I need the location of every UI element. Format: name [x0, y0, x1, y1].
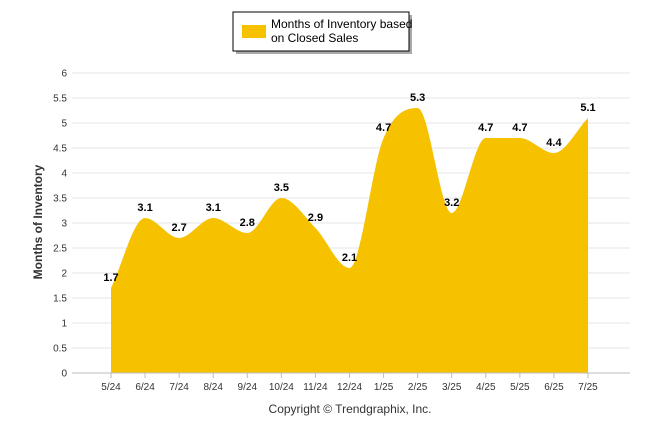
legend: Months of Inventory based on Closed Sale…	[232, 11, 412, 54]
data-label: 3.1	[206, 202, 221, 214]
y-tick-label: 1.5	[53, 294, 67, 305]
data-labels: 1.7 3.1 2.7 3.1 2.8 3.5 2.9 2.1 4.7 5.3 3.2 4.7 4.7 4…	[103, 92, 595, 284]
x-tick-label: 7/25	[578, 382, 598, 393]
y-tick-label: 2.5	[53, 244, 67, 255]
y-tick-label: 3.5	[53, 194, 67, 205]
y-tick-label: 3	[61, 219, 67, 230]
x-tick-label: 6/24	[135, 382, 155, 393]
y-tick-label: 0	[61, 369, 67, 380]
data-label: 4.7	[376, 122, 391, 134]
x-tick-label: 2/25	[408, 382, 428, 393]
legend-swatch	[242, 25, 266, 38]
x-tick-label: 9/24	[238, 382, 258, 393]
data-label: 2.1	[342, 252, 357, 264]
x-tick-label: 4/25	[476, 382, 496, 393]
x-tick-label: 8/24	[203, 382, 223, 393]
x-tick-label: 6/25	[544, 382, 564, 393]
data-label: 2.7	[171, 222, 186, 234]
x-tick-label: 1/25	[374, 382, 394, 393]
y-tick-label: 5.5	[53, 94, 67, 105]
y-tick-label: 4.5	[53, 144, 67, 155]
data-label: 3.5	[274, 182, 289, 194]
data-label: 4.4	[546, 137, 562, 149]
data-label: 4.7	[512, 122, 527, 134]
data-label: 2.9	[308, 212, 323, 224]
data-label: 1.7	[103, 272, 118, 284]
data-label: 5.3	[410, 92, 425, 104]
x-tick-label: 11/24	[303, 382, 328, 393]
data-label: 4.7	[478, 122, 493, 134]
x-tick-label: 10/24	[269, 382, 294, 393]
x-tick-label: 5/24	[101, 382, 121, 393]
x-tick-label: 5/25	[510, 382, 530, 393]
y-tick-label: 5	[61, 119, 67, 130]
x-tick-label: 7/24	[169, 382, 189, 393]
legend-line-1: Months of Inventory based	[271, 17, 412, 31]
data-label: 5.1	[580, 102, 595, 114]
x-axis-ticks: 5/24 6/24 7/24 8/24 9/24 10/24 11/24 12/24 1/25 2…	[101, 373, 598, 393]
y-axis-ticks: 0 0.5 1 1.5 2 2.5 3 3.5 4 4.5 5 5.5 6	[53, 69, 67, 380]
data-label: 3.1	[137, 202, 152, 214]
y-axis-label: Months of Inventory	[31, 164, 45, 279]
x-tick-label: 3/25	[442, 382, 462, 393]
y-tick-label: 2	[61, 269, 67, 280]
y-tick-label: 6	[61, 69, 67, 80]
legend-line-2: on Closed Sales	[271, 31, 358, 45]
y-tick-label: 0.5	[53, 344, 67, 355]
data-label: 2.8	[240, 217, 255, 229]
data-label: 3.2	[444, 197, 459, 209]
series-area	[111, 108, 588, 373]
y-tick-label: 1	[61, 319, 67, 330]
x-tick-label: 12/24	[337, 382, 362, 393]
y-tick-label: 4	[61, 169, 67, 180]
copyright-text: Copyright © Trendgraphix, Inc.	[269, 402, 432, 416]
